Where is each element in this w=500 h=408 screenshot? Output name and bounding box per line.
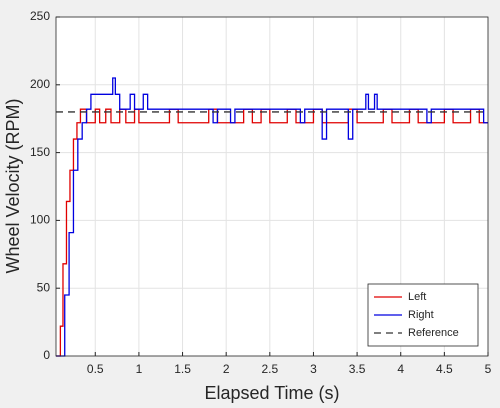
y-tick-label: 200 (30, 77, 50, 91)
legend-label: Left (408, 291, 426, 303)
legend-label: Right (408, 309, 434, 321)
x-tick-label: 3.5 (349, 362, 366, 376)
legend-label: Reference (408, 327, 459, 339)
y-tick-label: 250 (30, 9, 50, 23)
x-tick-label: 2 (223, 362, 230, 376)
x-tick-label: 3 (310, 362, 317, 376)
x-tick-label: 2.5 (261, 362, 278, 376)
x-tick-label: 1.5 (174, 362, 191, 376)
x-tick-label: 5 (485, 362, 492, 376)
y-axis-label: Wheel Velocity (RPM) (3, 98, 23, 273)
x-tick-label: 4 (397, 362, 404, 376)
series-line (56, 77, 488, 357)
x-tick-label: 4.5 (436, 362, 453, 376)
y-tick-label: 0 (43, 348, 50, 362)
y-tick-label: 150 (30, 145, 50, 159)
y-tick-label: 50 (37, 280, 51, 294)
y-tick-label: 100 (30, 213, 50, 227)
x-tick-label: 1 (136, 362, 143, 376)
x-tick-label: 0.5 (87, 362, 104, 376)
x-axis-label: Elapsed Time (s) (204, 383, 339, 403)
axes-box (55, 16, 489, 357)
